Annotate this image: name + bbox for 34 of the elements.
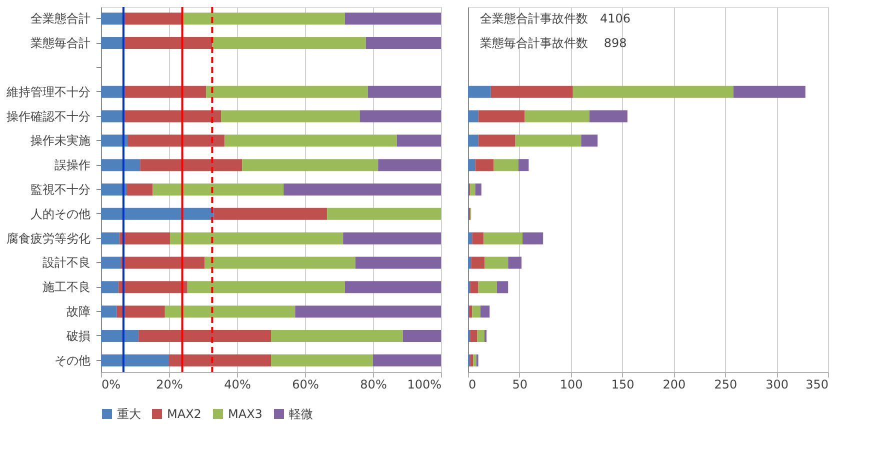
y-tick-label: 腐食疲労等劣化	[6, 231, 90, 246]
legend-label: 重大	[117, 407, 141, 421]
annotation: 業態毎合計事故件数 898	[480, 36, 627, 50]
x-tick-label: 100%	[407, 378, 442, 392]
x-tick-label: 60%	[292, 378, 319, 392]
x-tick-label: 0	[468, 378, 476, 392]
legend-label: MAX2	[167, 407, 202, 421]
x-tick-label: 150	[611, 378, 634, 392]
x-tick-label: 350	[806, 378, 828, 392]
x-tick-label: 50	[512, 378, 528, 392]
y-tick-label: その他	[54, 353, 90, 368]
x-tick-label: 100	[560, 378, 583, 392]
legend-label: MAX3	[228, 407, 262, 421]
x-tick-label: 0%	[102, 378, 121, 392]
y-tick-label: 破損	[66, 328, 90, 343]
x-tick-label: 200	[662, 378, 686, 392]
y-tick-label: 人的その他	[30, 206, 90, 221]
y-tick-label: 故障	[66, 304, 90, 319]
x-tick-label: 40%	[224, 378, 251, 392]
y-tick-label: 設計不良	[42, 256, 90, 270]
y-tick-label: 業態毎合計	[30, 36, 90, 50]
legend-label: 軽微	[289, 407, 313, 421]
y-tick-label: 維持管理不十分	[6, 84, 90, 99]
y-tick-label: 操作確認不十分	[6, 109, 90, 124]
x-tick-label: 80%	[360, 378, 387, 392]
x-tick-label: 20%	[156, 378, 183, 392]
y-tick-label: 誤操作	[54, 158, 90, 172]
x-tick-label: 250	[714, 378, 738, 392]
y-tick-label: 操作未実施	[30, 134, 90, 148]
x-tick-label: 300	[766, 378, 789, 392]
y-tick-label: 施工不良	[42, 280, 90, 294]
y-tick-label: 監視不十分	[30, 182, 90, 196]
y-tick-label: 全業態合計	[30, 12, 90, 26]
annotation: 全業態合計事故件数 4106	[480, 12, 631, 26]
